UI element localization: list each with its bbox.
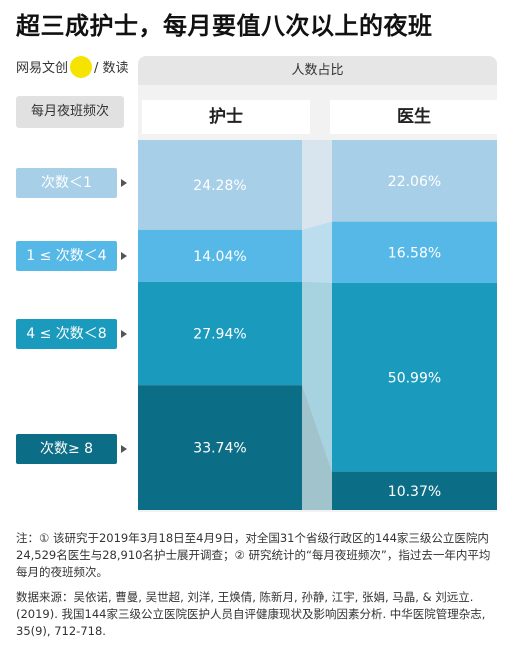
bar-segment-nurse-2 [138,229,302,282]
data-label-nurse-4: 33.74% [193,441,246,457]
brand-column: / 数读 [94,61,129,76]
connector-band-3 [302,281,332,472]
bar-segment-doctor-2 [332,221,497,283]
arrow-right-icon [121,330,127,338]
brand-logo: 网易文创 / 数读 [16,55,129,80]
bar-segment-doctor-3 [332,282,497,472]
data-label-doctor-2: 16.58% [388,245,441,261]
bar-segment-nurse-4 [138,385,302,510]
category-label-1: 次数＜1 [16,168,117,198]
column-head-nurse: 护士 [142,100,310,134]
frequency-label: 每月夜班频次 [16,96,124,128]
data-label-nurse-1: 24.28% [193,178,246,194]
connector-band-1 [302,140,332,230]
brand-name: 网易文创 [16,61,69,76]
connector-band-4 [302,385,332,510]
data-label-doctor-4: 10.37% [388,484,441,500]
bar-segment-doctor-4 [332,471,497,510]
data-label-doctor-1: 22.06% [388,174,441,190]
bar-segment-nurse-3 [138,281,302,386]
data-label-nurse-2: 14.04% [193,249,246,265]
chart-title: 超三成护士，每月要值八次以上的夜班 [16,12,433,40]
header-share: 人数占比 [138,56,497,85]
arrow-right-icon [121,445,127,453]
data-source: 数据来源：吴依诺, 曹曼, 吴世超, 刘洋, 王焕倩, 陈新月, 孙静, 江宇,… [16,590,486,638]
arrow-right-icon [121,179,127,187]
category-label-2: 1 ≤ 次数＜4 [16,241,117,271]
connector-band-2 [302,221,332,283]
arrow-right-icon [121,252,127,260]
category-label-4: 次数≥ 8 [16,434,117,464]
category-label-3: 4 ≤ 次数＜8 [16,319,117,349]
data-label-doctor-3: 50.99% [388,370,441,386]
column-head-doctor: 医生 [330,100,498,134]
bar-segment-nurse-1 [138,140,302,230]
footnote: 注：① 该研究于2019年3月18日至4月9日，对全国31个省级行政区的144家… [16,531,491,579]
brand-dot-icon [70,55,93,78]
bar-segment-doctor-1 [332,140,497,222]
data-label-nurse-3: 27.94% [193,326,246,342]
